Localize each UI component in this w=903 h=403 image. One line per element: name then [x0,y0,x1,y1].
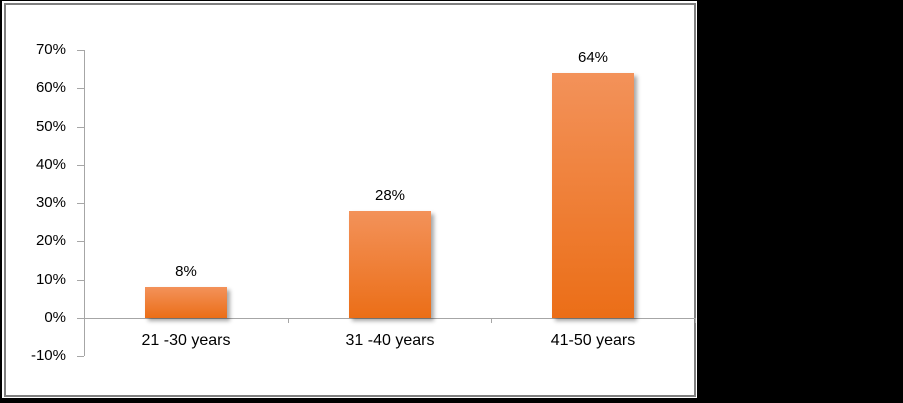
y-axis-label: 60% [35,79,66,96]
x-axis-line [84,318,695,319]
y-axis-label: 70% [35,41,66,58]
y-axis-tick [77,356,84,357]
bar [552,73,634,318]
y-axis-tick [77,127,84,128]
y-axis-tick [77,50,84,51]
y-axis-tick [77,203,84,204]
y-axis-tick [77,241,84,242]
y-axis-tick [77,165,84,166]
y-axis-label: -10% [30,347,66,364]
y-axis-label: 40% [35,156,66,173]
y-axis-label: 30% [35,194,66,211]
bar-value-label: 8% [175,263,197,280]
y-axis-tick [77,318,84,319]
x-axis-category-label: 31 -40 years [345,332,435,349]
x-axis-tick [288,318,289,323]
x-axis-tick [695,318,696,323]
x-axis-category-label: 21 -30 years [141,332,231,349]
bar [145,287,227,318]
y-axis-tick [77,280,84,281]
x-axis-tick [491,318,492,323]
x-axis-category-label: 41-50 years [550,332,636,349]
y-axis-label: 20% [35,232,66,249]
bar [349,211,431,318]
bar-value-label: 64% [577,49,609,66]
y-axis-label: 0% [44,309,66,326]
y-axis-label: 50% [35,118,66,135]
y-axis-tick [77,88,84,89]
y-axis-label: 10% [35,271,66,288]
y-axis-line [84,49,85,357]
bar-value-label: 28% [374,187,406,204]
